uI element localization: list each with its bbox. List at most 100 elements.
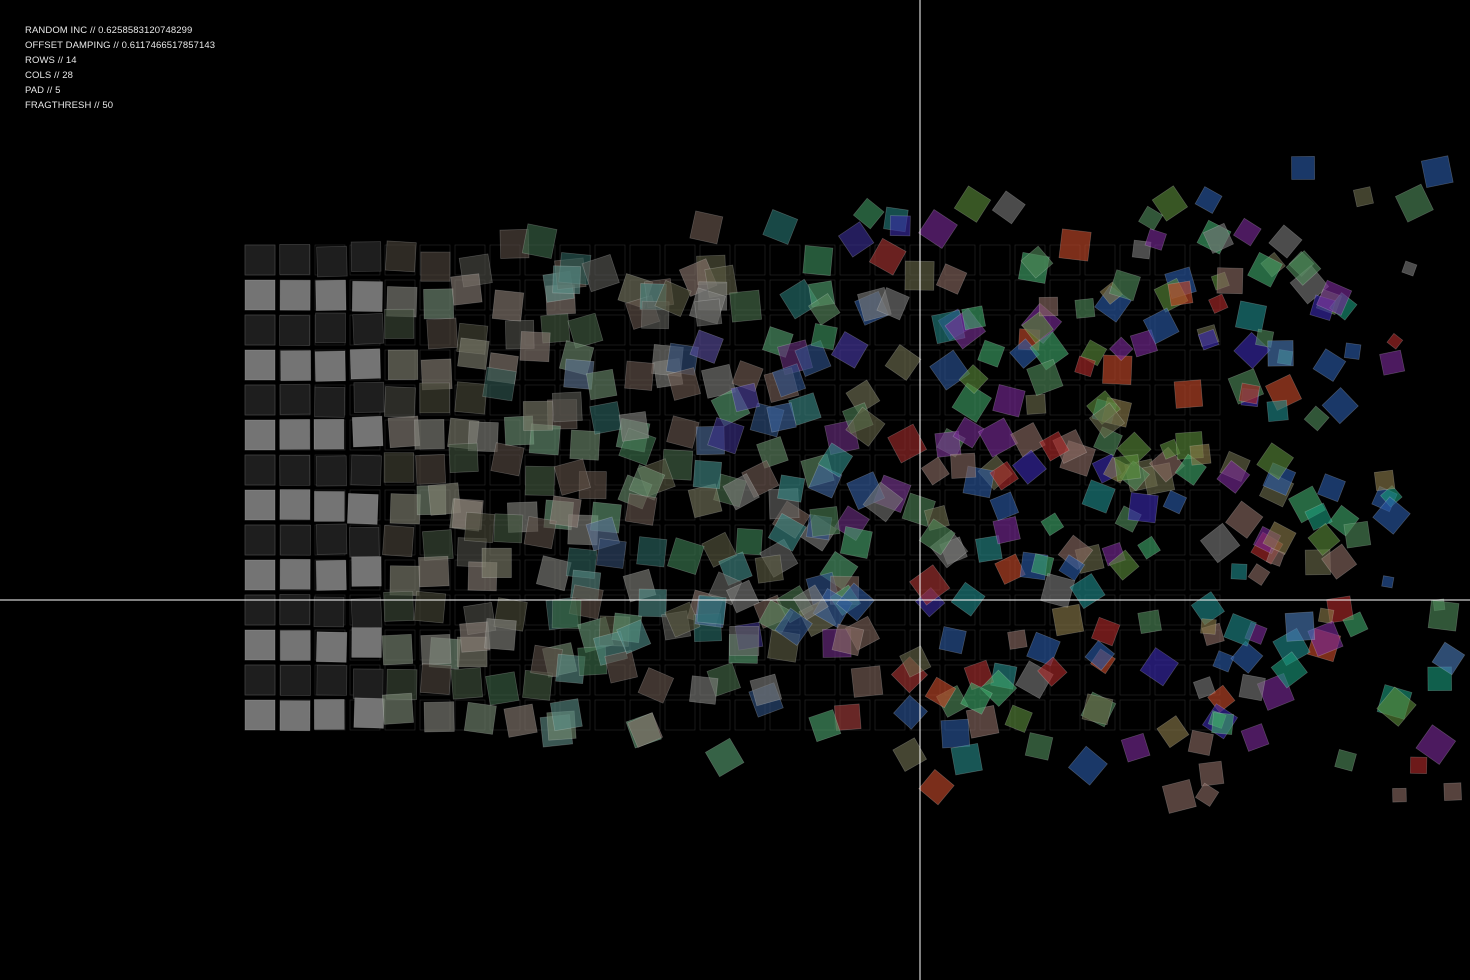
tile (1373, 469, 1396, 492)
tile (1051, 603, 1085, 637)
rows-label: ROWS // 14 (25, 55, 77, 66)
tile (346, 493, 379, 525)
tile (1415, 724, 1457, 765)
tile (420, 633, 452, 665)
tile (415, 453, 447, 485)
tile (244, 244, 276, 276)
tile (909, 564, 951, 606)
tile (1198, 760, 1225, 787)
tile (522, 400, 554, 431)
tile (389, 493, 421, 525)
tile (1024, 732, 1054, 761)
tile (636, 536, 668, 568)
grid-cell-outline (979, 244, 1011, 276)
tile (1321, 387, 1359, 425)
tile (845, 406, 886, 447)
tile (624, 493, 658, 526)
tile (918, 209, 958, 249)
tile (935, 263, 968, 295)
tile (1067, 745, 1108, 786)
tile (1230, 640, 1264, 674)
tile (730, 382, 761, 413)
tile (419, 663, 452, 695)
grid-cell-outline (1049, 699, 1081, 731)
tile (839, 526, 873, 559)
tile (313, 418, 345, 450)
tile (1265, 547, 1286, 567)
tile (664, 601, 701, 638)
tile (484, 618, 517, 651)
tile (315, 279, 347, 311)
tile (868, 237, 907, 276)
tile (1256, 442, 1295, 481)
grid-cell-outline (1049, 279, 1081, 311)
tile (1216, 267, 1244, 295)
tile (463, 701, 497, 735)
tile (383, 386, 416, 419)
tile (316, 245, 348, 278)
tile-layer (244, 155, 1466, 814)
tile (792, 584, 829, 621)
tile (1216, 459, 1251, 494)
tile (279, 419, 311, 450)
tile (958, 364, 989, 395)
tile (1343, 342, 1362, 360)
grid-cell-outline (1049, 384, 1081, 416)
grid-cell-outline (979, 629, 1011, 661)
tile (1238, 673, 1266, 702)
tile (892, 737, 928, 772)
tile (315, 312, 346, 344)
tile (351, 280, 383, 312)
tile (1208, 293, 1229, 314)
tile (1081, 693, 1114, 726)
grid-cell-outline (979, 279, 1011, 311)
tile (1284, 611, 1316, 642)
grid-cell-outline (1119, 384, 1151, 416)
tile (618, 411, 650, 442)
tile (279, 700, 311, 732)
tile (1010, 422, 1046, 458)
tile (694, 298, 723, 327)
offset-damping-label: OFFSET DAMPING // 0.6117466517857143 (25, 40, 216, 51)
tile (809, 506, 841, 537)
tile (450, 273, 483, 306)
tile (771, 363, 807, 398)
tile (552, 265, 581, 295)
tile (762, 209, 799, 245)
tile (1230, 563, 1248, 580)
tile (1011, 449, 1047, 485)
fragthresh-label: FRAGTHRESH // 50 (25, 100, 114, 111)
tile (604, 649, 638, 684)
tile (1223, 613, 1257, 647)
tile (637, 667, 675, 704)
grid-cell-outline (874, 314, 906, 346)
grid-cell-outline (664, 244, 696, 276)
grid-cell-outline (1189, 489, 1221, 521)
tile (767, 512, 807, 552)
tile (830, 330, 869, 369)
tile (490, 442, 525, 477)
grid-cell-outline (1154, 524, 1186, 556)
tile (381, 692, 414, 725)
grid-cell-outline (1119, 594, 1151, 626)
tile (953, 185, 992, 223)
grid-cell-outline (734, 524, 766, 556)
grid-cell-outline (909, 384, 941, 416)
tile (418, 555, 450, 588)
tile (1151, 185, 1189, 222)
tile (845, 379, 881, 415)
tile (1194, 782, 1220, 808)
cols-label: COLS // 28 (25, 70, 73, 81)
tile (1004, 704, 1033, 733)
tile (1037, 656, 1068, 687)
grid-cell-outline (769, 699, 801, 731)
tile (1074, 355, 1096, 378)
tile (1202, 222, 1235, 255)
tile (887, 423, 928, 464)
tile (1431, 641, 1466, 676)
tile (419, 382, 451, 414)
grid-cell-outline (874, 559, 906, 591)
tile (1029, 330, 1069, 371)
